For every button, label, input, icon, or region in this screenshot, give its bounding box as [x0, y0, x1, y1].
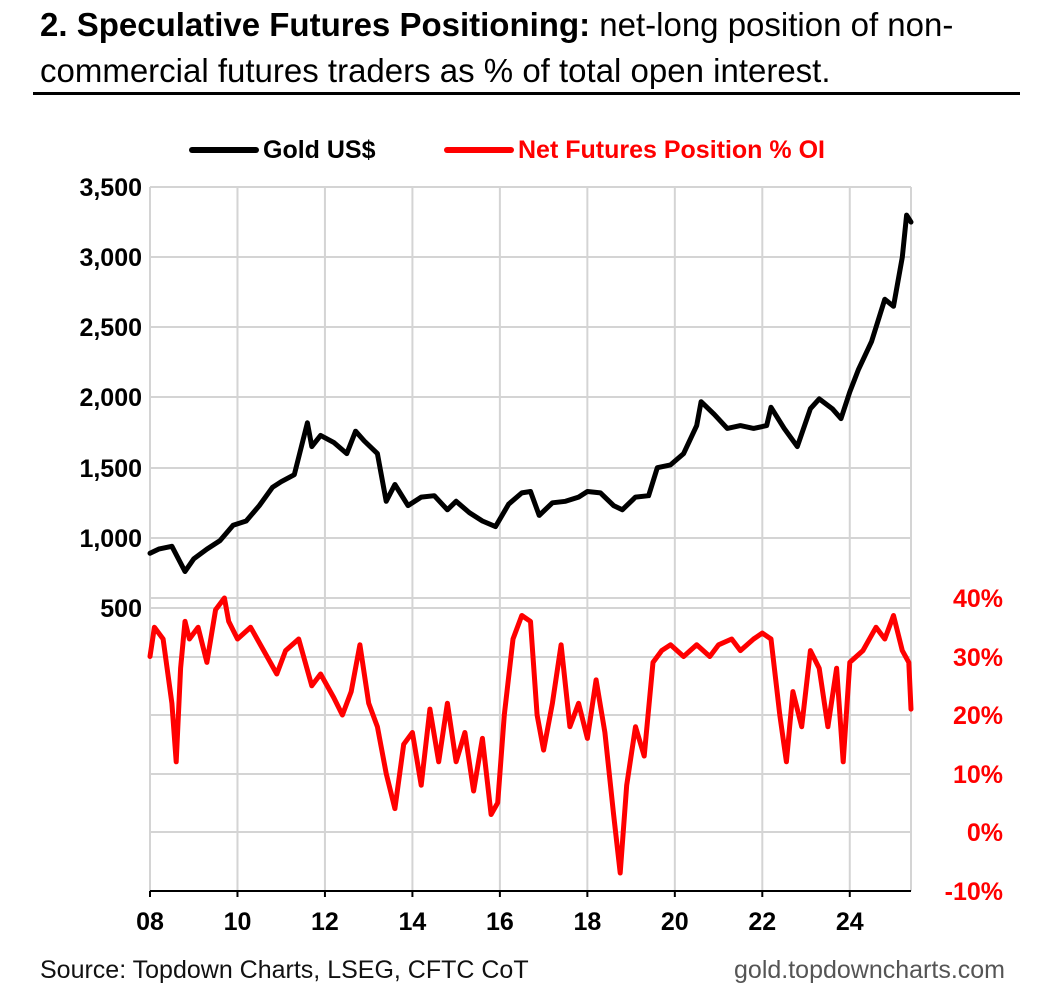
right-axis-tick-label: -10% — [945, 878, 1003, 906]
left-axis-tick-label: 2,000 — [79, 384, 142, 412]
x-axis-tick-label: 20 — [661, 908, 689, 936]
right-axis-tick-label: 40% — [953, 585, 1003, 613]
series-lines — [147, 212, 914, 876]
left-axis-tick-label: 500 — [100, 595, 142, 623]
right-axis-tick-label: 10% — [953, 761, 1003, 789]
left-axis-tick-label: 3,000 — [79, 244, 142, 272]
grid-lines — [149, 186, 912, 892]
x-axis-tick-label: 12 — [311, 908, 339, 936]
x-axis-tick-label: 18 — [573, 908, 601, 936]
x-axis-tick-label: 08 — [136, 908, 164, 936]
left-axis-ticks: 3,500 3,000 2,500 2,000 1,500 1,000 500 — [79, 174, 142, 623]
x-axis-tick-label: 22 — [748, 908, 776, 936]
site-credit: gold.topdowncharts.com — [734, 956, 1005, 984]
right-axis-ticks: 40% 30% 20% 10% 0% -10% — [945, 585, 1003, 906]
right-axis-tick-label: 30% — [953, 644, 1003, 672]
chart-title: 2. Speculative Futures Positioning: net-… — [40, 2, 1030, 94]
legend-label-net-futures: Net Futures Position % OI — [518, 136, 825, 164]
x-axis-tick-label: 10 — [224, 908, 252, 936]
legend: Gold US$ Net Futures Position % OI — [189, 136, 825, 164]
gold-price-line — [147, 212, 914, 574]
source-note: Source: Topdown Charts, LSEG, CFTC CoT — [40, 956, 529, 984]
x-axis-tick-label: 24 — [836, 908, 864, 936]
legend-label-gold: Gold US$ — [263, 136, 376, 164]
left-axis-tick-label: 3,500 — [79, 174, 142, 202]
x-axis-ticks: 08 10 12 14 16 18 20 22 24 — [136, 891, 864, 936]
left-axis-tick-label: 1,000 — [79, 525, 142, 553]
chart-title-rest: net-long position of non-commercial futu… — [40, 6, 954, 89]
left-axis-tick-label: 2,500 — [79, 314, 142, 342]
x-axis-tick-label: 14 — [399, 908, 427, 936]
title-divider — [33, 92, 1020, 95]
left-axis-tick-label: 1,500 — [79, 455, 142, 483]
x-axis-tick-label: 16 — [486, 908, 514, 936]
right-axis-tick-label: 20% — [953, 702, 1003, 730]
chart-title-bold: 2. Speculative Futures Positioning: — [40, 6, 591, 43]
gold-futures-chart: 3,500 3,000 2,500 2,000 1,500 1,000 500 40% 30%… — [79, 136, 1003, 936]
right-axis-tick-label: 0% — [967, 819, 1003, 847]
net-futures-position-line — [147, 595, 914, 876]
